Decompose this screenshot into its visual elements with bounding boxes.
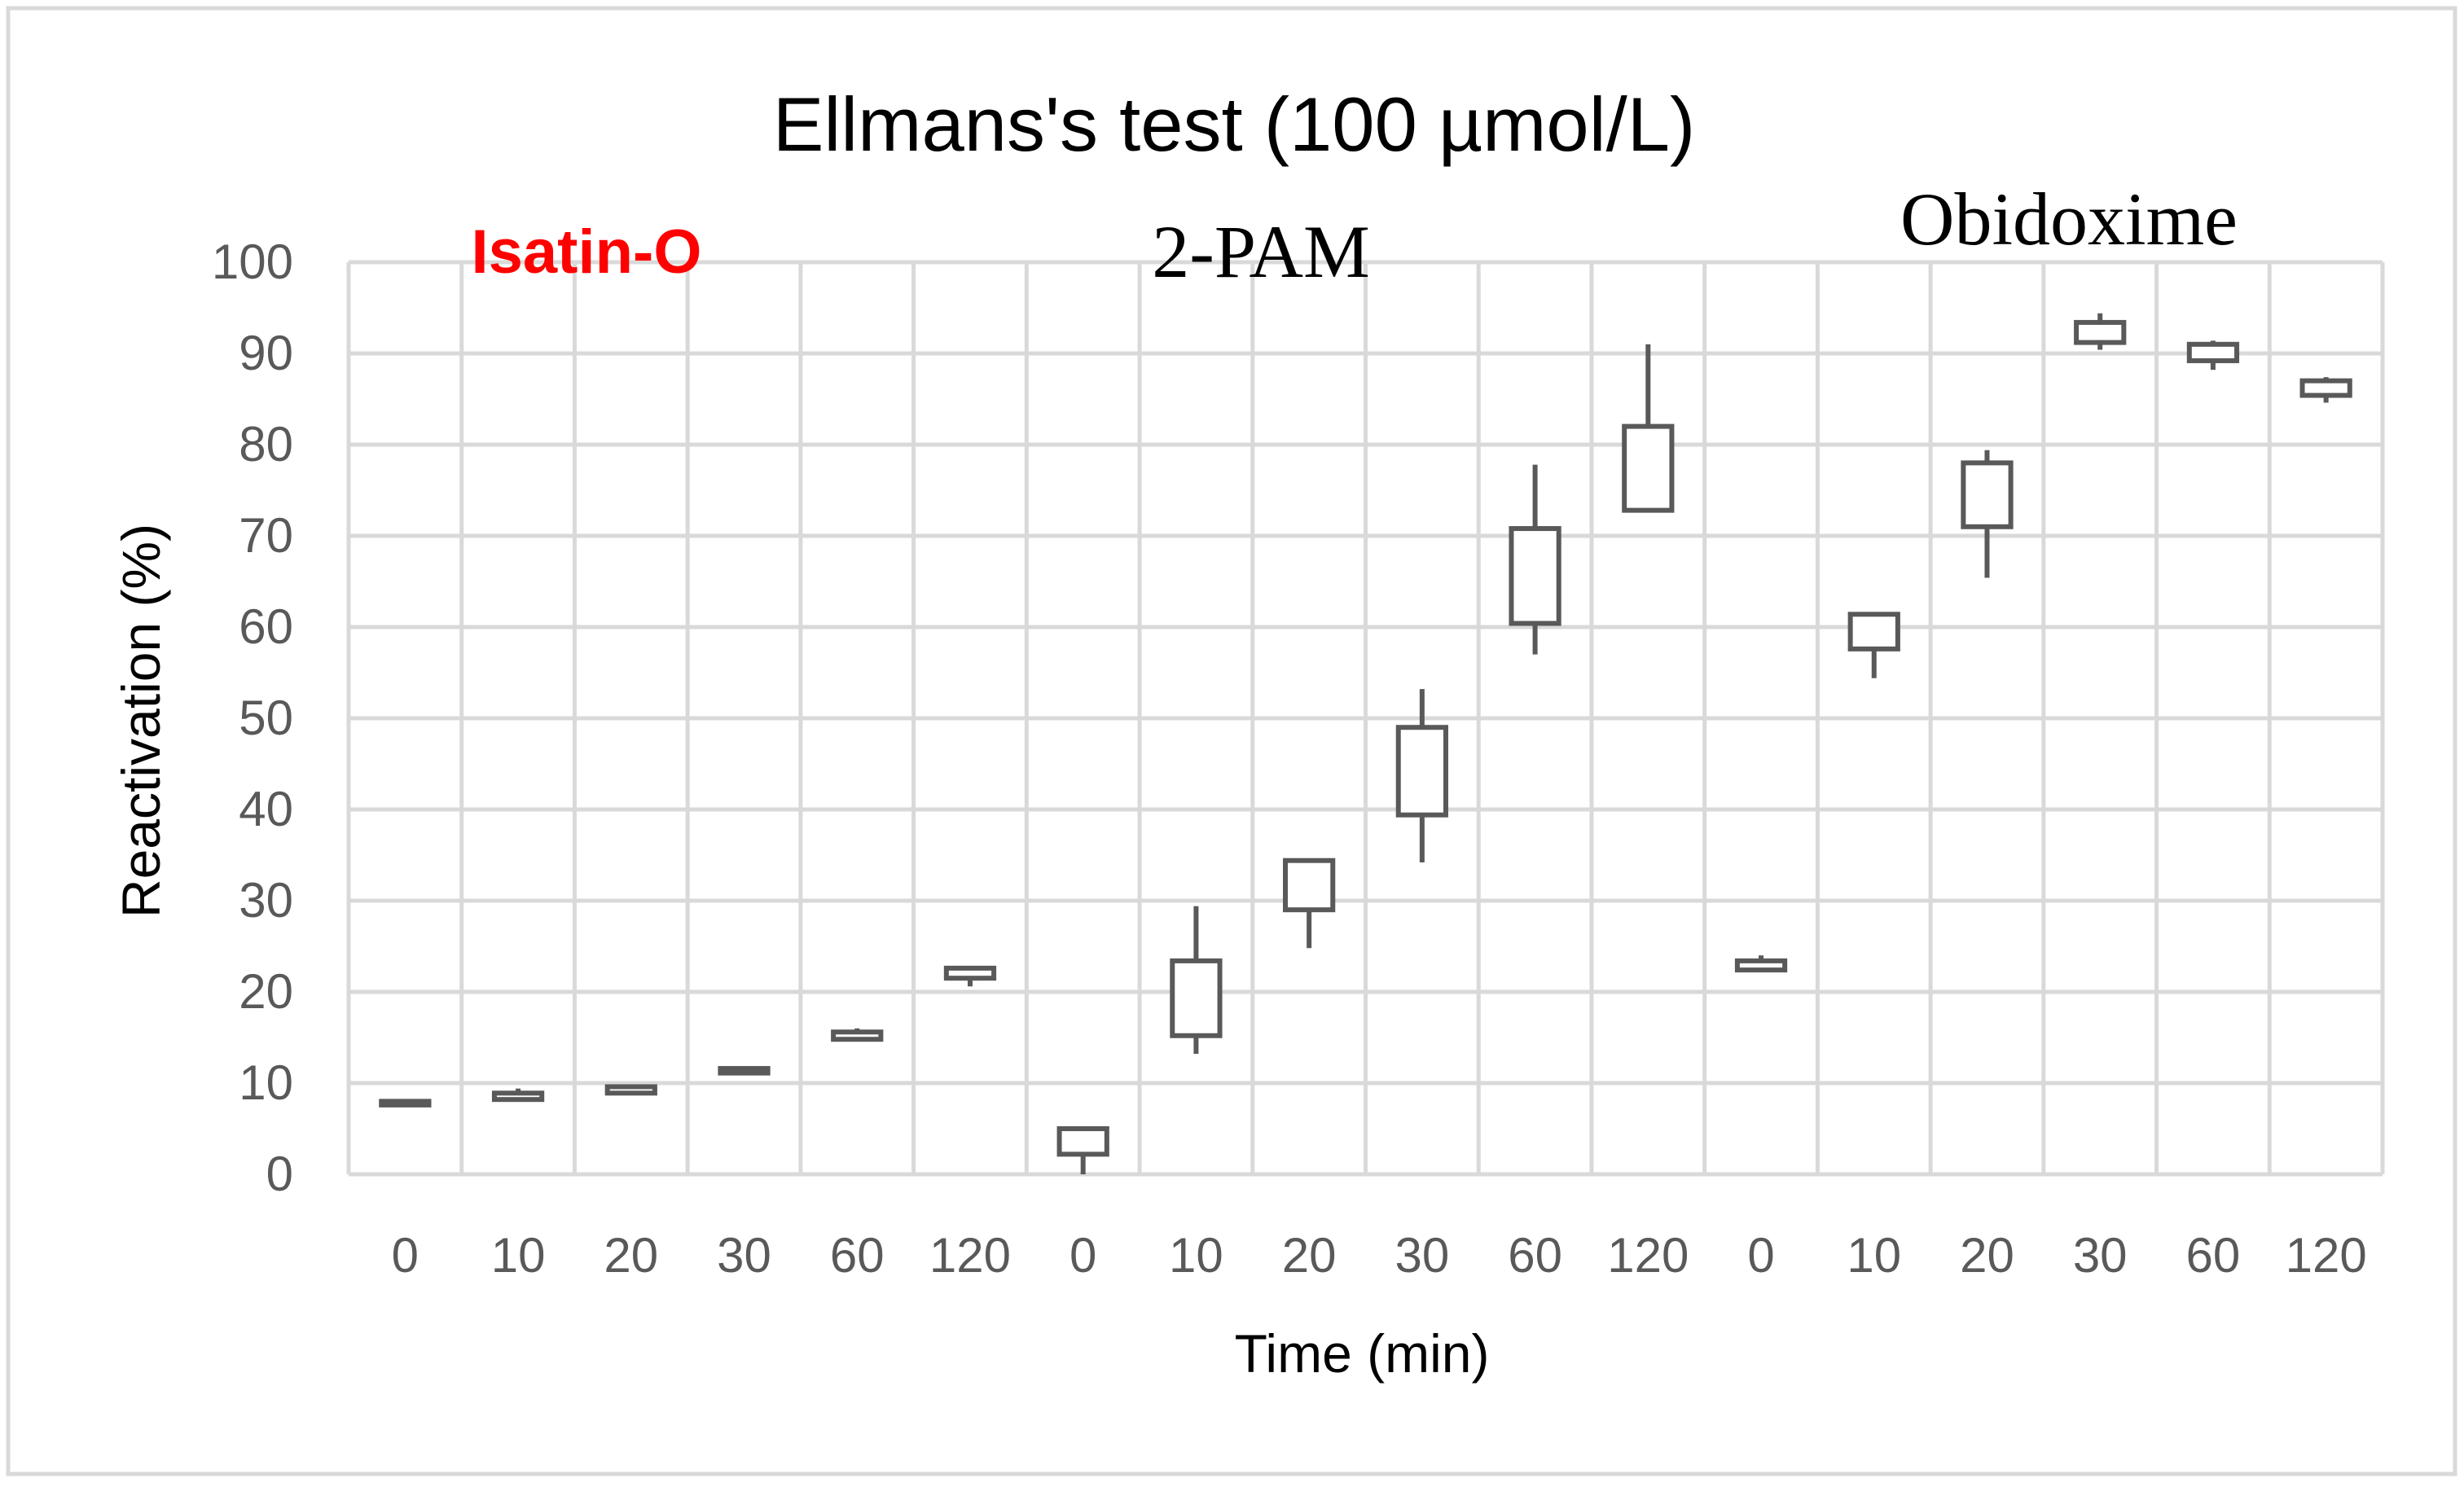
x-tick-label: 20 (1960, 1228, 2014, 1283)
box-rect (1622, 423, 1675, 513)
box-item (1283, 858, 1336, 949)
box-rect (1056, 1126, 1109, 1157)
y-tick-label: 10 (239, 1055, 293, 1110)
chart-border (6, 6, 2457, 1476)
box-item (2074, 313, 2127, 350)
box-item (1395, 689, 1448, 862)
box-rect (1734, 958, 1788, 973)
box-rect (1509, 526, 1561, 626)
x-tick-label: 30 (717, 1228, 771, 1283)
x-tick-label: 20 (1282, 1228, 1337, 1283)
box-rect (718, 1066, 771, 1076)
x-tick-label: 0 (392, 1228, 419, 1283)
x-tick-labels: 0 10 20 30 60 120 0 10 20 30 60 120 0 10 20 30 60 120 (392, 1228, 2367, 1283)
x-tick-label: 60 (1508, 1228, 1562, 1283)
chart-title: Ellmans's test (100 µmol/L) (773, 81, 1696, 167)
box-item (1622, 344, 1675, 513)
box-rect (2186, 341, 2240, 363)
y-tick-label: 70 (239, 508, 293, 563)
y-tick-label: 20 (239, 964, 293, 1019)
x-tick-label: 30 (2073, 1228, 2128, 1283)
box-rect (1395, 725, 1448, 818)
box-rect (943, 965, 997, 981)
box-rect (491, 1090, 545, 1103)
box-item (1170, 906, 1223, 1055)
x-tick-label: 10 (1847, 1228, 1901, 1283)
box-item (1734, 955, 1788, 973)
box-rect (1283, 858, 1336, 913)
box-rect (1961, 460, 2014, 529)
group-label: Obidoxime (1900, 178, 2238, 261)
box-item (831, 1028, 884, 1042)
x-tick-label: 120 (1607, 1228, 1689, 1283)
box-rect (1847, 612, 1900, 651)
y-tick-labels: 0 10 20 30 40 50 60 70 80 90 100 (212, 235, 293, 1201)
y-tick-label: 50 (239, 691, 293, 745)
y-axis-label: Reactivation (%) (111, 524, 171, 918)
x-tick-label: 120 (929, 1228, 1011, 1283)
x-tick-label: 10 (1169, 1228, 1223, 1283)
box-rect (604, 1084, 657, 1096)
y-tick-label: 40 (239, 782, 293, 836)
y-tick-label: 80 (239, 417, 293, 472)
x-tick-label: 0 (1747, 1228, 1774, 1283)
box-rect (831, 1029, 884, 1042)
box-item (379, 1099, 432, 1108)
x-tick-label: 0 (1069, 1228, 1096, 1283)
box-item (718, 1066, 771, 1076)
x-tick-label: 20 (604, 1228, 658, 1283)
y-tick-label: 30 (239, 873, 293, 928)
group-labels: Isatin-O 2-PAM Obidoxime (472, 178, 2238, 293)
box-item (1961, 450, 2014, 578)
box-item (1847, 612, 1900, 678)
y-tick-label: 0 (266, 1147, 293, 1201)
box-rect (2074, 319, 2127, 345)
box-item (491, 1088, 545, 1103)
y-tick-label: 90 (239, 326, 293, 380)
x-tick-label: 30 (1395, 1228, 1449, 1283)
box-rect (379, 1099, 432, 1108)
box-item (943, 965, 997, 987)
box-item (604, 1084, 657, 1096)
x-tick-label: 60 (2186, 1228, 2241, 1283)
gridlines (346, 260, 2385, 1177)
boxes (379, 313, 2352, 1174)
box-rect (1170, 958, 1223, 1038)
box-item (2186, 340, 2240, 371)
group-label: 2-PAM (1152, 210, 1370, 293)
x-tick-label: 10 (491, 1228, 546, 1283)
x-axis-label: Time (min) (1235, 1323, 1490, 1384)
x-tick-label: 60 (830, 1228, 885, 1283)
group-label: Isatin-O (472, 217, 702, 287)
box-item (2299, 377, 2352, 403)
y-tick-label: 100 (212, 235, 293, 289)
y-tick-label: 60 (239, 599, 293, 654)
box-item (1509, 464, 1561, 655)
box-item (1056, 1126, 1109, 1174)
x-tick-label: 120 (2286, 1228, 2367, 1283)
box-rect (2299, 378, 2352, 398)
